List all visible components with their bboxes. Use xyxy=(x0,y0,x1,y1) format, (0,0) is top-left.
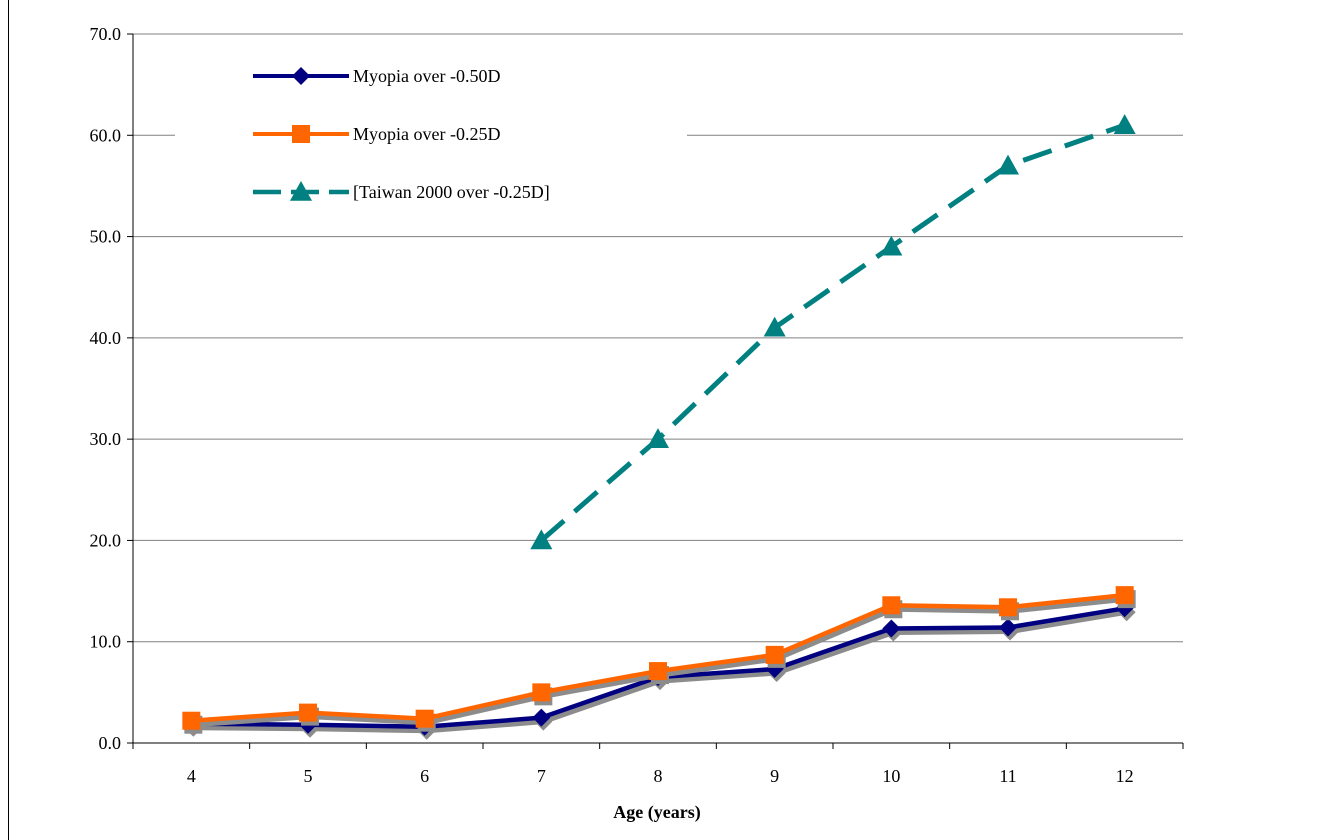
y-tick-label: 0.0 xyxy=(99,733,122,753)
data-point xyxy=(997,154,1019,175)
legend-label: [Taiwan 2000 over -0.25D] xyxy=(353,182,550,202)
series-line xyxy=(191,592,1125,723)
data-point xyxy=(765,645,784,664)
y-tick-label: 40.0 xyxy=(90,328,122,348)
series-lines xyxy=(182,114,1136,740)
legend-marker xyxy=(292,67,310,85)
data-point xyxy=(532,683,551,702)
y-tick-label: 10.0 xyxy=(90,632,122,652)
left-border-line xyxy=(8,0,9,840)
data-point xyxy=(1113,114,1136,134)
axes: 0.0 10.0 20.0 30.0 40.0 50.0 60.0 70.0 4 5 6 7 8 9 10 1… xyxy=(90,24,1184,786)
series-line xyxy=(539,122,1126,543)
data-point xyxy=(182,711,201,730)
y-tick-label: 50.0 xyxy=(90,227,122,247)
x-tick-label: 10 xyxy=(882,766,900,786)
data-point xyxy=(647,428,669,448)
data-point xyxy=(999,618,1017,637)
x-tick-label: 7 xyxy=(537,766,546,786)
legend: Myopia over -0.50D Myopia over -0.25D [Tai… xyxy=(253,66,550,202)
legend-label: Myopia over -0.25D xyxy=(353,124,500,144)
data-point xyxy=(649,662,667,681)
data-point xyxy=(532,708,551,727)
data-point xyxy=(882,619,901,638)
y-tick-label: 70.0 xyxy=(90,24,122,44)
y-tick-label: 30.0 xyxy=(90,429,122,449)
data-point xyxy=(1115,586,1134,605)
x-axis-title: Age (years) xyxy=(613,802,700,823)
data-point xyxy=(999,598,1017,617)
legend-label: Myopia over -0.50D xyxy=(353,66,500,86)
data-point xyxy=(882,596,901,615)
y-tick-label: 20.0 xyxy=(90,530,122,550)
data-point xyxy=(299,703,317,722)
legend-marker xyxy=(292,125,310,143)
x-tick-label: 8 xyxy=(654,766,663,786)
x-tick-label: 5 xyxy=(304,766,313,786)
data-point xyxy=(530,529,553,550)
series-shadow xyxy=(193,596,1127,728)
x-tick-label: 11 xyxy=(999,766,1016,786)
x-tick-label: 12 xyxy=(1116,766,1134,786)
data-point xyxy=(415,709,434,728)
x-tick-label: 4 xyxy=(187,766,196,786)
legend-marker xyxy=(290,181,312,201)
x-tick-label: 9 xyxy=(770,766,779,786)
data-point xyxy=(880,235,903,256)
y-tick-label: 60.0 xyxy=(90,125,122,145)
x-tick-label: 6 xyxy=(420,766,429,786)
data-point xyxy=(763,316,786,337)
